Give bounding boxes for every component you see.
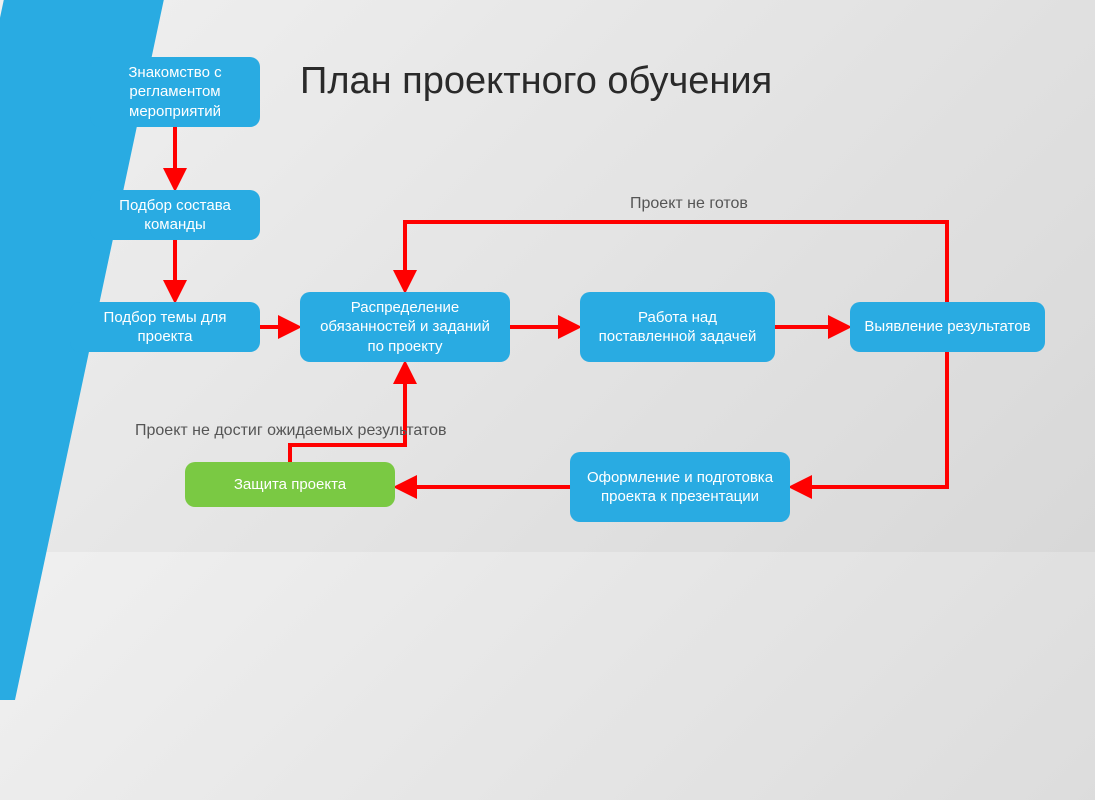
flow-node-n6: Выявление результатов	[850, 302, 1045, 352]
edge-n8-n4	[290, 364, 405, 462]
flow-node-n7: Оформление и подготовка проекта к презен…	[570, 452, 790, 522]
edge-n6-n4	[405, 222, 947, 302]
edge-n6-n7	[792, 352, 947, 487]
flow-node-n3: Подбор темы для проекта	[70, 302, 260, 352]
flow-node-n4: Распределение обязанностей и заданий по …	[300, 292, 510, 362]
flow-node-n1: Знакомство с регламентом мероприятий	[90, 57, 260, 127]
flow-node-n5: Работа над поставленной задачей	[580, 292, 775, 362]
annotation-a1: Проект не готов	[630, 195, 748, 213]
page-title: План проектного обучения	[300, 60, 772, 103]
flow-node-n8: Защита проекта	[185, 462, 395, 507]
flow-node-n2: Подбор состава команды	[90, 190, 260, 240]
annotation-a2: Проект не достиг ожидаемых результатов	[135, 422, 446, 440]
